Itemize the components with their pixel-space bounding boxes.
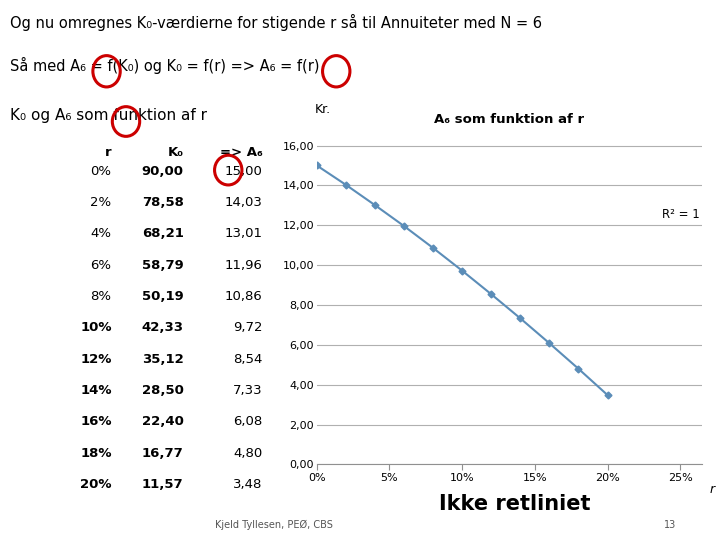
Text: K₀ og A₆ som funktion af r: K₀ og A₆ som funktion af r: [10, 108, 207, 123]
Text: Kr.: Kr.: [315, 103, 331, 116]
Text: Kjeld Tyllesen, PEØ, CBS: Kjeld Tyllesen, PEØ, CBS: [215, 520, 333, 530]
Text: K₀: K₀: [168, 146, 184, 159]
Text: Så med A₆ = f(K₀) og K₀ = f(r) => A₆ = f(r): Så med A₆ = f(K₀) og K₀ = f(r) => A₆ = f…: [10, 57, 320, 74]
Text: 8,54: 8,54: [233, 353, 263, 366]
Text: Ikke retliniet: Ikke retliniet: [439, 494, 590, 514]
Text: 28,50: 28,50: [142, 384, 184, 397]
Text: 90,00: 90,00: [142, 165, 184, 178]
Text: 4%: 4%: [91, 227, 112, 240]
Text: 13,01: 13,01: [225, 227, 263, 240]
Text: r: r: [105, 146, 112, 159]
Text: Og nu omregnes K₀-værdierne for stigende r så til Annuiteter med N = 6: Og nu omregnes K₀-værdierne for stigende…: [10, 14, 542, 31]
Text: 58,79: 58,79: [142, 259, 184, 272]
Text: 2%: 2%: [91, 196, 112, 209]
Title: A₆ som funktion af r: A₆ som funktion af r: [434, 113, 585, 126]
Text: 50,19: 50,19: [142, 290, 184, 303]
Text: 78,58: 78,58: [142, 196, 184, 209]
Text: 42,33: 42,33: [142, 321, 184, 334]
Text: 13: 13: [663, 520, 676, 530]
Text: 14%: 14%: [80, 384, 112, 397]
Text: 8%: 8%: [91, 290, 112, 303]
Text: 16,77: 16,77: [142, 447, 184, 460]
Text: 22,40: 22,40: [142, 415, 184, 428]
Text: 12%: 12%: [80, 353, 112, 366]
Text: 3,48: 3,48: [233, 478, 263, 491]
Text: 11,57: 11,57: [142, 478, 184, 491]
Text: 18%: 18%: [80, 447, 112, 460]
Text: 16%: 16%: [80, 415, 112, 428]
Text: => A₆: => A₆: [220, 146, 263, 159]
Text: 35,12: 35,12: [142, 353, 184, 366]
Text: 20%: 20%: [80, 478, 112, 491]
Text: R² = 1: R² = 1: [662, 208, 700, 221]
Text: 10%: 10%: [80, 321, 112, 334]
Text: 6%: 6%: [91, 259, 112, 272]
Text: 0%: 0%: [91, 165, 112, 178]
Text: 15,00: 15,00: [225, 165, 263, 178]
Text: 7,33: 7,33: [233, 384, 263, 397]
Text: 11,96: 11,96: [225, 259, 263, 272]
Text: 68,21: 68,21: [142, 227, 184, 240]
Text: r: r: [710, 483, 715, 496]
Text: 14,03: 14,03: [225, 196, 263, 209]
Text: 4,80: 4,80: [233, 447, 263, 460]
Text: 10,86: 10,86: [225, 290, 263, 303]
Text: 9,72: 9,72: [233, 321, 263, 334]
Text: 6,08: 6,08: [233, 415, 263, 428]
